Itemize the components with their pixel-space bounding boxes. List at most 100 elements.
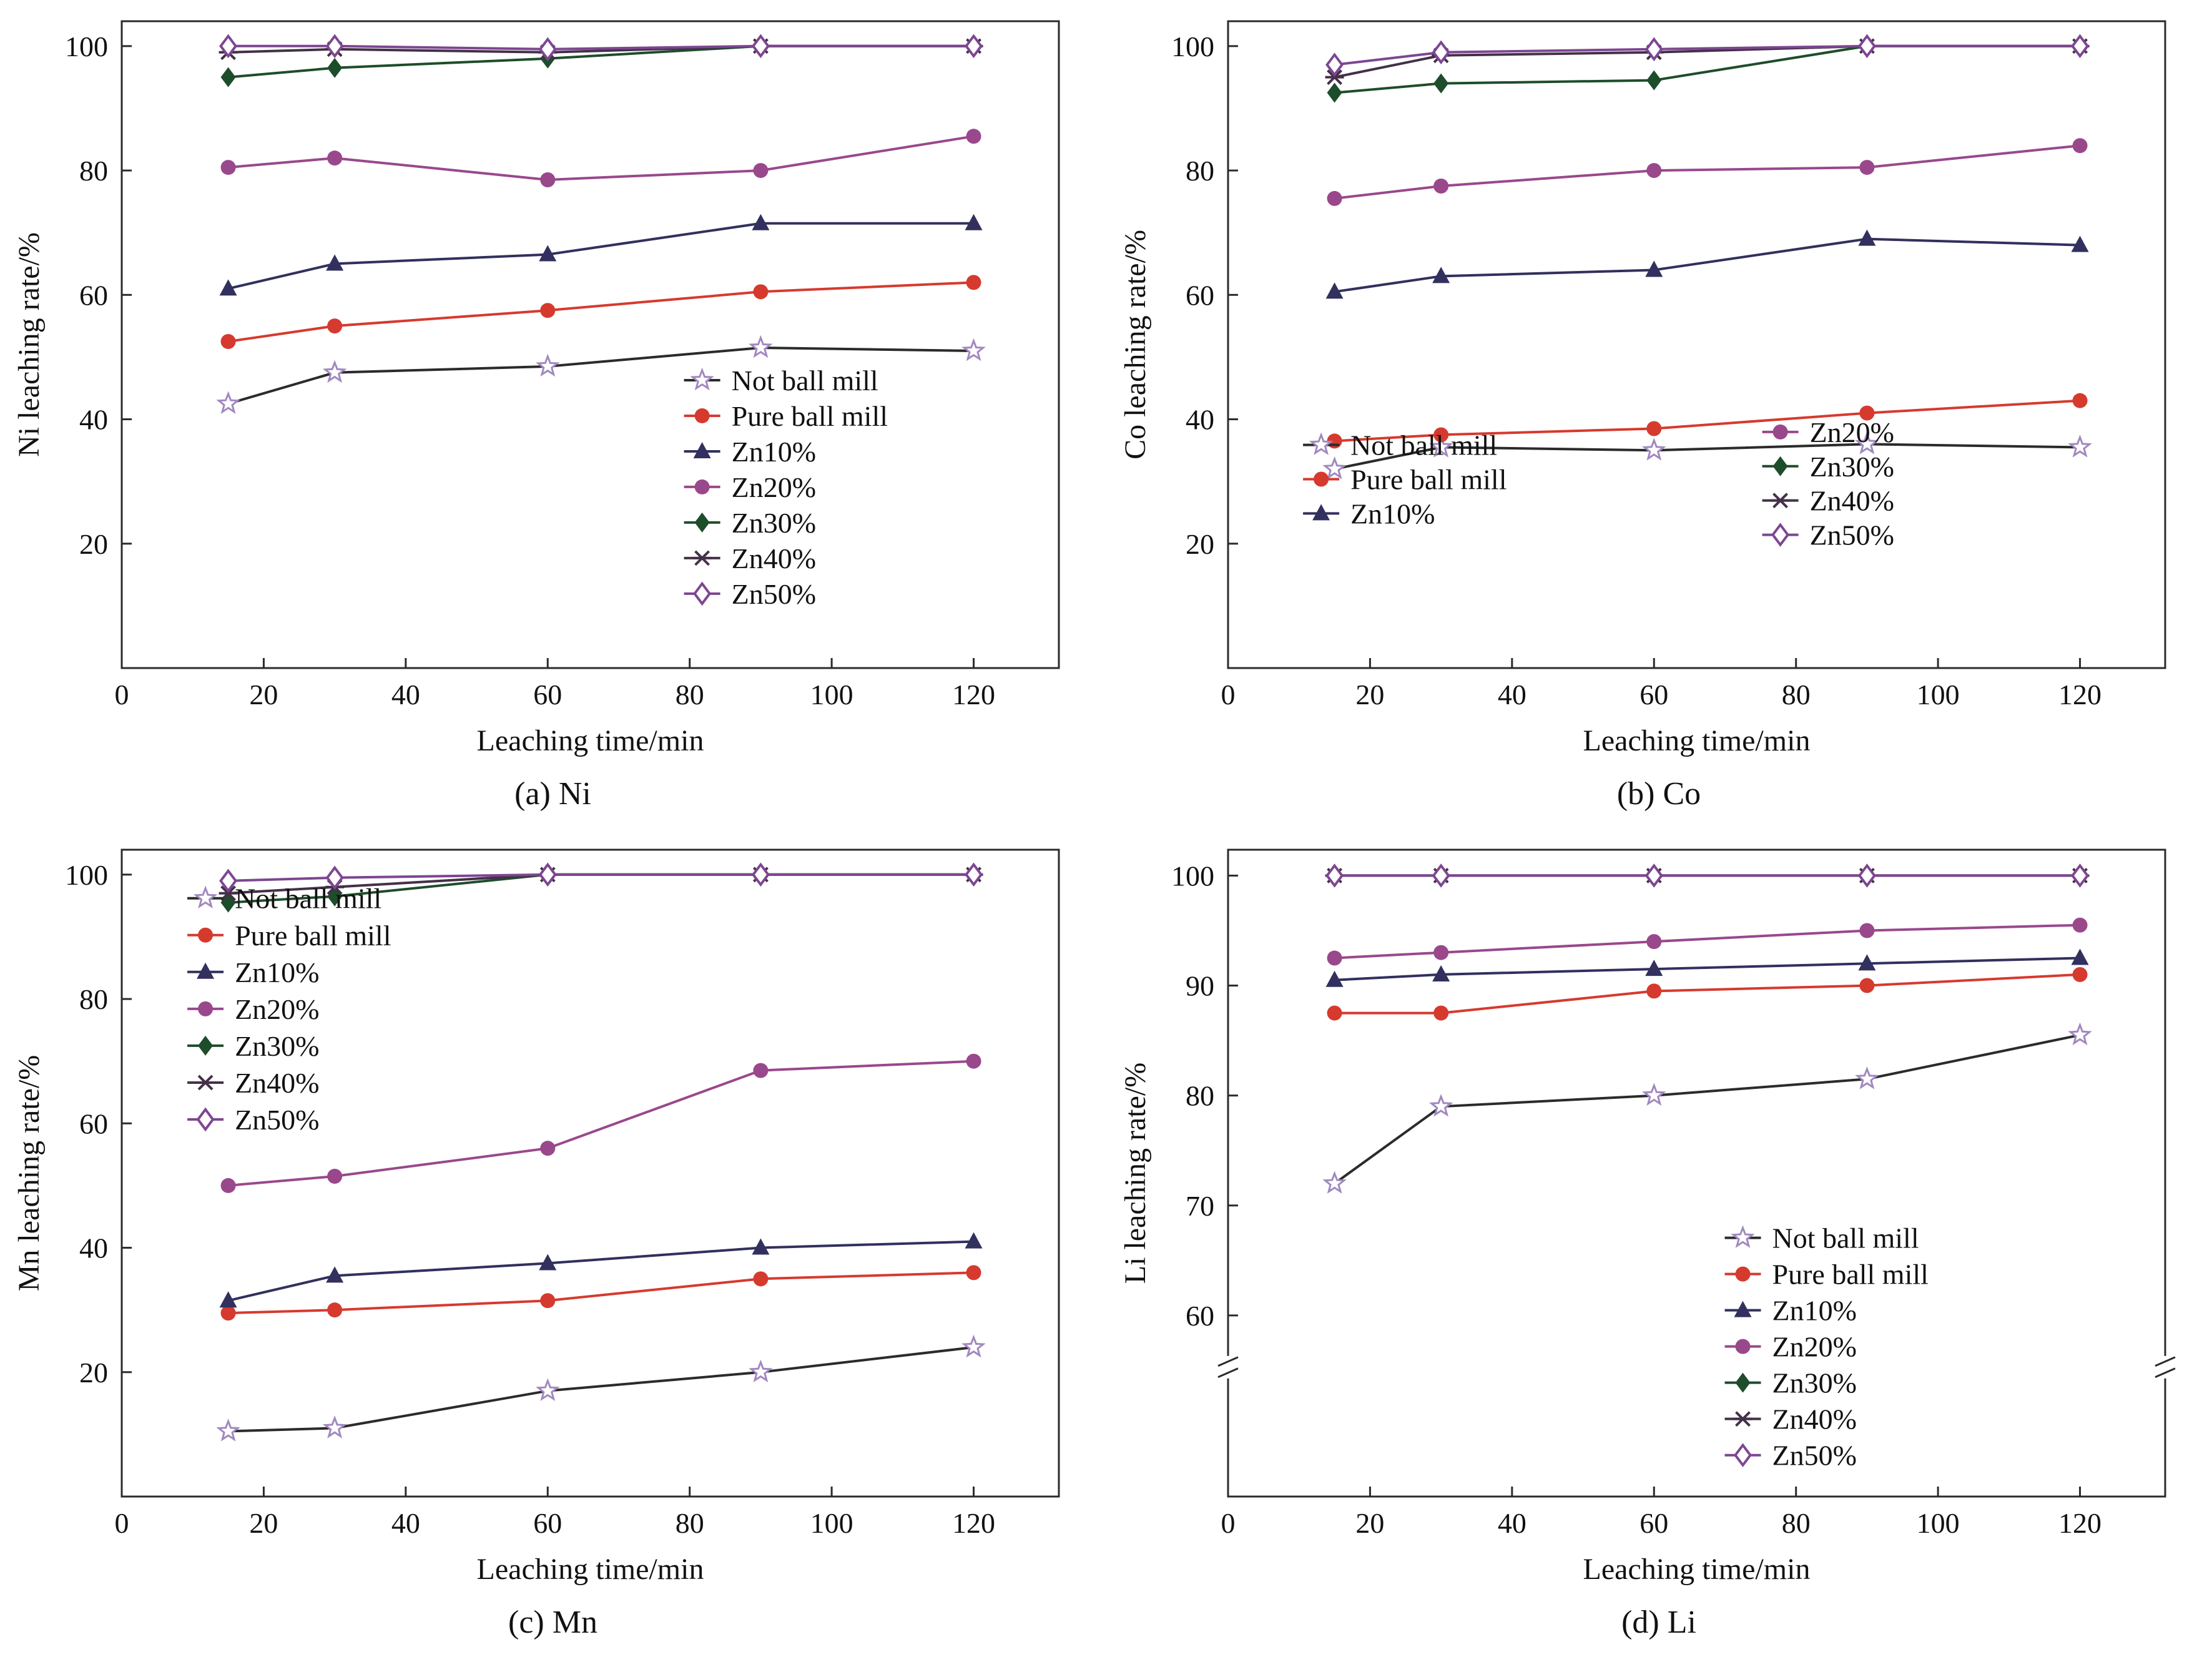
legend-label: Zn50% — [732, 578, 816, 610]
x-axis-label: Leaching time/min — [1583, 724, 1810, 757]
x-tick-label: 60 — [1639, 679, 1668, 710]
x-tick-label: 20 — [249, 679, 278, 710]
x-axis-label: Leaching time/min — [477, 1553, 704, 1586]
legend-item: Zn40% — [1724, 1404, 1856, 1435]
legend-item: Zn10% — [1724, 1295, 1856, 1327]
series-zn20- — [1327, 917, 2088, 966]
legend-label: Zn20% — [1809, 416, 1894, 448]
legend-label: Not ball mill — [1350, 430, 1497, 461]
legend-label: Zn30% — [1809, 451, 1894, 483]
y-tick-label: 100 — [65, 31, 108, 62]
legend-label: Zn10% — [732, 436, 816, 468]
x-tick-label: 120 — [2058, 679, 2101, 710]
legend-item: Zn20% — [1762, 416, 1894, 448]
y-tick-label: 100 — [1171, 860, 1214, 892]
series-not-ball-mill — [216, 1334, 986, 1442]
legend-label: Zn40% — [1772, 1404, 1856, 1435]
legend-item: Pure ball mill — [187, 920, 391, 951]
series-line — [228, 281, 974, 343]
legend-label: Zn40% — [235, 1067, 319, 1099]
y-tick-label: 90 — [1186, 970, 1214, 1002]
x-tick-label: 40 — [391, 1507, 420, 1539]
panel-mn: 0 20 40 60 80 100 120 20 40 60 80 100 Leaching time/… — [0, 828, 1106, 1657]
legend-item: Not ball mill — [1302, 430, 1497, 461]
y-tick-label: 80 — [1186, 1080, 1214, 1112]
legend-item: Not ball mill — [684, 365, 878, 396]
legend-label: Zn50% — [1809, 519, 1894, 551]
series-pure-ball-mill — [1327, 393, 2088, 449]
plot-frame — [120, 848, 1060, 1498]
y-tick-label: 20 — [79, 528, 108, 560]
mn-leaching-chart: 0 20 40 60 80 100 120 20 40 60 80 100 Leaching time/… — [12, 848, 1060, 1586]
legend-label: Zn10% — [1350, 498, 1435, 529]
x-tick-label: 40 — [1497, 679, 1526, 710]
y-tick-label: 80 — [79, 983, 108, 1015]
y-axis-label: Co leaching rate/% — [1119, 230, 1152, 460]
legend-label: Pure ball mill — [1772, 1259, 1928, 1291]
x-tick-label: 60 — [1639, 1507, 1668, 1539]
x-tick-label: 80 — [676, 1507, 704, 1539]
axis-break-mark — [2154, 1356, 2176, 1367]
legend-item: Zn40% — [1762, 485, 1894, 517]
y-tick-label: 60 — [79, 1108, 108, 1139]
legend-item: Zn30% — [1724, 1367, 1856, 1399]
series-pure-ball-mill — [220, 1265, 981, 1321]
series-zn10- — [219, 1232, 983, 1308]
x-tick-label: 0 — [115, 1507, 129, 1539]
x-tick-label: 80 — [676, 679, 704, 710]
y-axis-label: Mn leaching rate/% — [12, 1055, 46, 1292]
legend-item: Zn50% — [1724, 1440, 1856, 1472]
series-not-ball-mill — [1322, 431, 2092, 479]
panel-co-caption: (b) Co — [1616, 776, 1701, 812]
series-not-ball-mill — [1322, 1022, 2092, 1194]
ni-leaching-chart: 0 20 40 60 80 100 120 20 40 60 80 100 Leaching time/… — [12, 20, 1060, 757]
x-tick-label: 20 — [1355, 679, 1384, 710]
legend-item: Zn30% — [684, 507, 816, 539]
legend-label: Pure ball mill — [235, 920, 391, 951]
x-tick-label: 120 — [2058, 1507, 2101, 1539]
y-tick-label: 20 — [79, 1357, 108, 1389]
legend-label: Zn50% — [235, 1104, 319, 1136]
panel-ni: 0 20 40 60 80 100 120 20 40 60 80 100 Leaching time/… — [0, 0, 1106, 828]
axes: 0 20 40 60 80 100 120 20 40 60 80 100 Leaching time/… — [12, 848, 1060, 1586]
axes: 0 20 40 60 80 100 120 20 40 60 80 100 Leaching time/… — [1119, 20, 2166, 757]
x-tick-label: 20 — [249, 1507, 278, 1539]
panel-co: 0 20 40 60 80 100 120 20 40 60 80 100 Leaching time/… — [1106, 0, 2212, 828]
series-line — [228, 222, 974, 290]
x-tick-label: 60 — [533, 1507, 562, 1539]
x-tick-label: 40 — [391, 679, 420, 710]
legend-item: Zn30% — [1762, 451, 1894, 483]
legend-label: Not ball mill — [235, 883, 381, 915]
y-tick-label: 40 — [79, 1232, 108, 1264]
series-zn20- — [1327, 138, 2088, 206]
axes: 0 20 40 60 80 100 120 20 40 60 80 100 Leaching time/… — [12, 20, 1060, 757]
series-line — [228, 1060, 974, 1187]
legend-label: Zn30% — [1772, 1367, 1856, 1399]
series-zn10- — [1325, 948, 2089, 987]
legend-item: Zn20% — [1724, 1331, 1856, 1363]
axis-break-gap — [2161, 1355, 2169, 1379]
x-tick-label: 20 — [1355, 1507, 1384, 1539]
legend-label: Zn50% — [1772, 1440, 1856, 1472]
co-leaching-chart: 0 20 40 60 80 100 120 20 40 60 80 100 Leaching time/… — [1119, 20, 2166, 757]
y-axis-label: Li leaching rate/% — [1119, 1063, 1152, 1284]
x-tick-label: 80 — [1781, 679, 1810, 710]
y-tick-label: 40 — [1186, 404, 1214, 436]
x-tick-label: 120 — [952, 679, 995, 710]
legend-item: Zn10% — [684, 436, 816, 468]
legend-label: Zn40% — [1809, 485, 1894, 517]
legend-item: Pure ball mill — [1302, 463, 1507, 495]
series-line — [228, 1240, 974, 1302]
y-tick-label: 60 — [1186, 1300, 1214, 1332]
legend-label: Zn30% — [235, 1030, 319, 1062]
legend-item: Zn10% — [1302, 498, 1435, 529]
series-pure-ball-mill — [220, 275, 981, 350]
legend-item: Zn40% — [684, 543, 816, 574]
series-zn50- — [1325, 863, 2089, 888]
legend-label: Not ball mill — [732, 365, 878, 396]
plot-frame — [120, 20, 1060, 669]
legend-label: Zn20% — [732, 471, 816, 503]
series-zn10- — [1325, 229, 2089, 299]
